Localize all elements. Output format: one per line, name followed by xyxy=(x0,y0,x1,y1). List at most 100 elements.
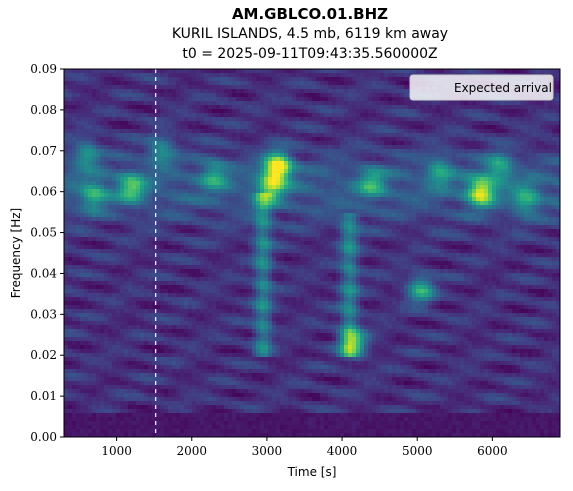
heatmap-cell xyxy=(88,69,93,74)
heatmap-cell xyxy=(348,73,353,78)
heatmap-cell xyxy=(200,113,205,118)
heatmap-cell xyxy=(84,177,89,182)
heatmap-cell xyxy=(224,137,229,142)
heatmap-cell xyxy=(376,181,381,186)
heatmap-cell xyxy=(504,193,509,198)
heatmap-cell xyxy=(484,185,489,190)
heatmap-cell xyxy=(380,145,385,150)
heatmap-cell xyxy=(500,209,505,214)
heatmap-cell xyxy=(128,69,133,74)
heatmap-cell xyxy=(252,201,257,206)
heatmap-cell xyxy=(420,101,425,106)
heatmap-cell xyxy=(452,117,457,122)
heatmap-cell xyxy=(228,157,233,162)
heatmap-cell xyxy=(112,209,117,214)
heatmap-cell xyxy=(260,141,265,146)
heatmap-cell xyxy=(492,189,497,194)
heatmap-cell xyxy=(384,153,389,158)
heatmap-cell xyxy=(288,209,293,214)
heatmap-cell xyxy=(228,177,233,182)
heatmap-cell xyxy=(480,181,485,186)
heatmap-cell xyxy=(476,185,481,190)
heatmap-cell xyxy=(200,197,205,202)
heatmap-cell xyxy=(516,137,521,142)
heatmap-cell xyxy=(144,165,149,170)
heatmap-cell xyxy=(76,85,81,90)
heatmap-cell xyxy=(328,181,333,186)
heatmap-cell xyxy=(408,153,413,158)
heatmap-cell xyxy=(280,145,285,150)
heatmap-cell xyxy=(120,169,125,174)
heatmap-cell xyxy=(220,137,225,142)
heatmap-cell xyxy=(356,133,361,138)
heatmap-cell xyxy=(112,181,117,186)
heatmap-cell xyxy=(348,217,353,222)
heatmap-cell xyxy=(196,101,201,106)
heatmap-cell xyxy=(312,181,317,186)
heatmap-cell xyxy=(404,81,409,86)
heatmap-cell xyxy=(540,149,545,154)
heatmap-cell xyxy=(296,93,301,98)
heatmap-cell xyxy=(136,173,141,178)
heatmap-cell xyxy=(460,129,465,134)
heatmap-cell xyxy=(372,177,377,182)
heatmap-cell xyxy=(192,145,197,150)
heatmap-cell xyxy=(488,189,493,194)
heatmap-cell xyxy=(88,209,93,214)
heatmap-cell xyxy=(352,181,357,186)
heatmap-cell xyxy=(276,169,281,174)
heatmap-cell xyxy=(148,149,153,154)
heatmap-cell xyxy=(220,225,225,230)
heatmap-cell xyxy=(148,197,153,202)
heatmap-cell xyxy=(116,85,121,90)
heatmap-cell xyxy=(452,133,457,138)
heatmap-cell xyxy=(412,121,417,126)
heatmap-cell xyxy=(440,157,445,162)
heatmap-cell xyxy=(232,205,237,210)
heatmap-cell xyxy=(416,157,421,162)
heatmap-cell xyxy=(448,217,453,222)
heatmap-cell xyxy=(284,161,289,166)
heatmap-cell xyxy=(464,201,469,206)
heatmap-cell xyxy=(508,105,513,110)
heatmap-cell xyxy=(364,165,369,170)
heatmap-cell xyxy=(252,117,257,122)
heatmap-cell xyxy=(492,217,497,222)
heatmap-cell xyxy=(380,161,385,166)
heatmap-cell xyxy=(220,125,225,130)
heatmap-cell xyxy=(464,101,469,106)
heatmap-cell xyxy=(396,89,401,94)
heatmap-cell xyxy=(108,157,113,162)
heatmap-cell xyxy=(500,177,505,182)
heatmap-cell xyxy=(484,225,489,230)
heatmap-cell xyxy=(164,125,169,130)
heatmap-cell xyxy=(92,185,97,190)
heatmap-cell xyxy=(224,197,229,202)
heatmap-cell xyxy=(152,129,157,134)
heatmap-cell xyxy=(164,133,169,138)
heatmap-cell xyxy=(256,149,261,154)
heatmap-cell xyxy=(508,149,513,154)
heatmap-cell xyxy=(228,117,233,122)
heatmap-cell xyxy=(496,141,501,146)
heatmap-cell xyxy=(76,109,81,114)
heatmap-cell xyxy=(504,221,509,226)
heatmap-cell xyxy=(324,133,329,138)
heatmap-cell xyxy=(156,217,161,222)
heatmap-cell xyxy=(204,161,209,166)
heatmap-cell xyxy=(160,109,165,114)
heatmap-cell xyxy=(332,185,337,190)
heatmap-cell xyxy=(204,117,209,122)
heatmap-cell xyxy=(128,85,133,90)
heatmap-cell xyxy=(136,77,141,82)
heatmap-cell xyxy=(284,201,289,206)
heatmap-cell xyxy=(180,109,185,114)
heatmap-cell xyxy=(424,221,429,226)
heatmap-cell xyxy=(304,197,309,202)
heatmap-cell xyxy=(272,197,277,202)
heatmap-cell xyxy=(172,189,177,194)
heatmap-cell xyxy=(484,125,489,130)
heatmap-cell xyxy=(340,113,345,118)
heatmap-cell xyxy=(232,169,237,174)
heatmap-cell xyxy=(468,225,473,230)
